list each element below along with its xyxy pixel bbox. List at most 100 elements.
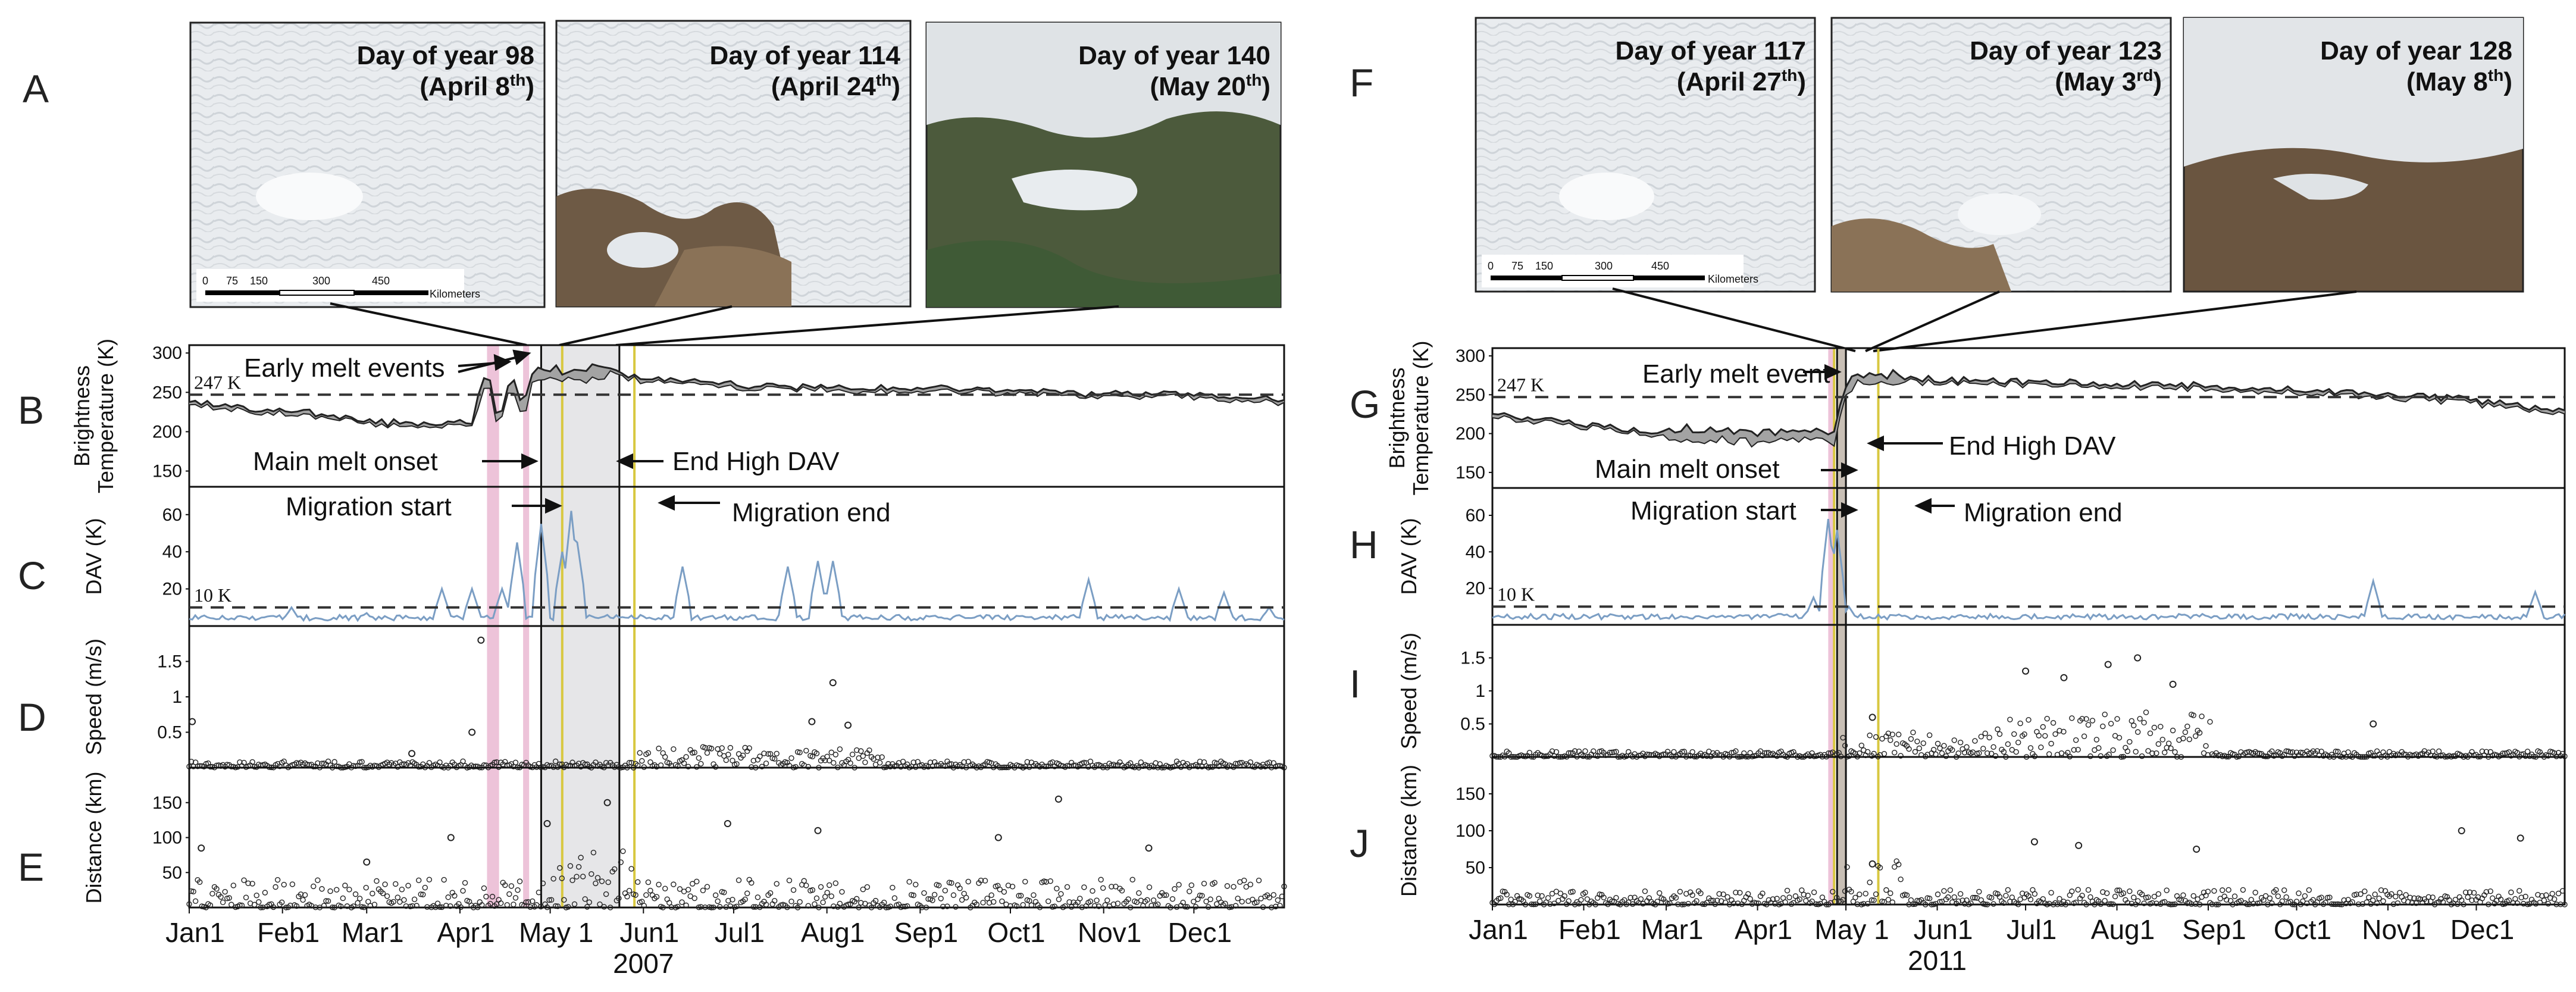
data-point bbox=[2027, 745, 2034, 751]
data-point bbox=[2027, 896, 2034, 903]
data-point bbox=[1570, 888, 1576, 895]
x-axis-year-label: 2007 bbox=[613, 948, 674, 979]
data-point bbox=[1020, 902, 1026, 908]
data-point bbox=[1957, 891, 1964, 897]
data-point bbox=[2180, 736, 2186, 741]
data-point bbox=[1889, 731, 1895, 737]
data-point bbox=[2293, 899, 2300, 905]
data-point bbox=[803, 747, 809, 754]
data-point bbox=[2516, 834, 2524, 842]
y-tick-label: 100 bbox=[1456, 821, 1485, 841]
data-point bbox=[1935, 740, 1941, 747]
y-tick-label: 300 bbox=[152, 343, 182, 363]
data-point bbox=[415, 877, 422, 884]
data-point bbox=[2549, 891, 2555, 897]
data-point bbox=[224, 895, 230, 902]
data-point bbox=[511, 902, 517, 907]
data-point bbox=[1809, 899, 1815, 905]
data-point bbox=[961, 759, 967, 765]
data-point bbox=[1535, 892, 1541, 899]
panel-letter-a: A bbox=[23, 67, 49, 111]
data-point bbox=[847, 760, 853, 766]
data-point bbox=[1873, 734, 1879, 740]
data-point bbox=[512, 759, 519, 766]
data-point bbox=[1747, 896, 1753, 902]
data-point bbox=[808, 718, 816, 725]
data-point bbox=[2458, 827, 2465, 834]
data-point bbox=[1127, 905, 1134, 910]
data-point bbox=[424, 904, 430, 910]
data-point bbox=[2001, 900, 2007, 906]
data-point bbox=[1235, 896, 1241, 902]
data-point bbox=[426, 877, 433, 883]
data-point bbox=[1945, 894, 1951, 900]
y-tick-label: 0.5 bbox=[1460, 715, 1485, 734]
data-point bbox=[2522, 893, 2528, 900]
data-point bbox=[1256, 877, 1262, 884]
data-point bbox=[274, 877, 281, 883]
data-point bbox=[1864, 749, 1871, 755]
data-point bbox=[445, 894, 451, 900]
data-point bbox=[226, 895, 232, 901]
data-point bbox=[1898, 753, 1904, 759]
data-point bbox=[1885, 730, 1892, 737]
panel-letter-b: B bbox=[18, 388, 44, 432]
data-point bbox=[2071, 747, 2077, 753]
scatter-points bbox=[186, 636, 1287, 771]
data-point bbox=[2151, 893, 2158, 900]
annotation-arrows bbox=[458, 349, 720, 514]
data-point bbox=[812, 901, 818, 907]
data-point bbox=[2196, 730, 2203, 736]
data-point bbox=[938, 896, 944, 902]
data-point bbox=[487, 900, 493, 907]
data-point bbox=[278, 899, 285, 905]
data-point bbox=[1533, 901, 1539, 907]
data-point bbox=[708, 905, 715, 910]
data-point bbox=[946, 761, 953, 767]
data-point bbox=[716, 750, 723, 757]
data-point bbox=[2120, 890, 2127, 896]
x-tick-label: Aug1 bbox=[2091, 914, 2155, 945]
data-point bbox=[1266, 759, 1272, 765]
data-point bbox=[1064, 884, 1071, 890]
data-point bbox=[2169, 680, 2177, 688]
data-point bbox=[2335, 901, 2341, 907]
data-point bbox=[2085, 722, 2092, 728]
scale-bar: 0 75 150 300 450 Kilometers bbox=[1482, 255, 1758, 287]
data-point bbox=[1622, 897, 1627, 903]
x-tick-label: Jun1 bbox=[1914, 914, 1973, 945]
data-point bbox=[1150, 897, 1157, 903]
data-point bbox=[1247, 759, 1254, 765]
x-axis-year-label: 2011 bbox=[1908, 945, 1967, 976]
data-point bbox=[1572, 748, 1578, 754]
data-point bbox=[395, 894, 401, 900]
data-point bbox=[390, 899, 396, 905]
image-connectors bbox=[330, 287, 2357, 352]
data-point bbox=[1755, 900, 1761, 906]
data-point bbox=[634, 879, 641, 885]
data-point bbox=[352, 891, 359, 897]
data-point bbox=[356, 759, 363, 765]
data-point bbox=[683, 754, 689, 760]
data-point bbox=[908, 892, 915, 898]
data-point bbox=[1498, 895, 1504, 901]
data-point bbox=[2302, 893, 2308, 899]
data-point bbox=[2155, 741, 2162, 747]
x-tick-label: Aug1 bbox=[801, 917, 865, 948]
data-point bbox=[1926, 896, 1933, 902]
data-point bbox=[363, 884, 369, 891]
data-point bbox=[2038, 744, 2044, 750]
data-point bbox=[744, 890, 750, 896]
data-point bbox=[1671, 749, 1677, 755]
data-point bbox=[845, 902, 852, 907]
data-point bbox=[801, 878, 807, 884]
data-point bbox=[1751, 753, 1757, 759]
data-point bbox=[559, 875, 565, 881]
panel-letter-c: C bbox=[18, 553, 46, 597]
data-point bbox=[950, 892, 957, 898]
data-point bbox=[753, 904, 759, 910]
data-point bbox=[550, 876, 556, 882]
data-point bbox=[1140, 903, 1146, 909]
data-point bbox=[1654, 899, 1660, 905]
data-point bbox=[931, 891, 938, 898]
